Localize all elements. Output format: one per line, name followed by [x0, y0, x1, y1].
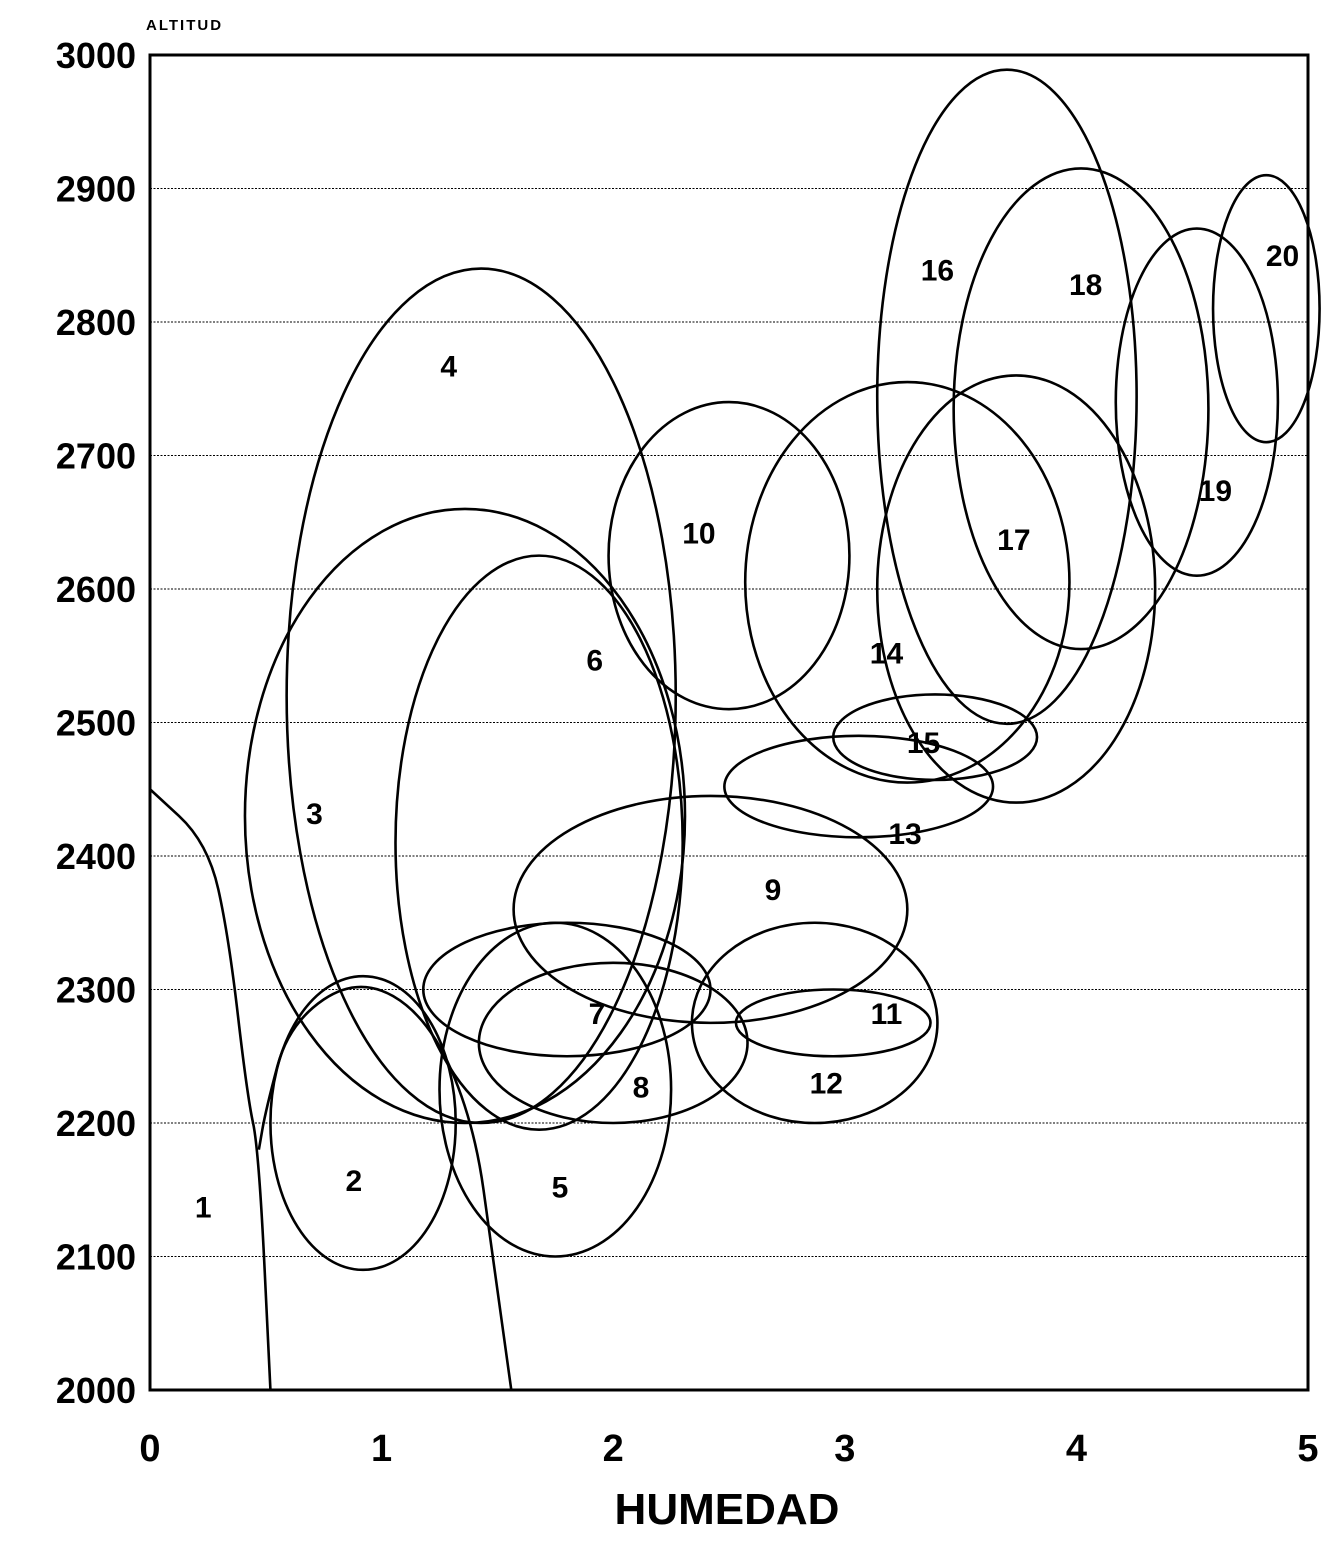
y-axis-label: ALTITUD [146, 17, 223, 34]
x-tick-4: 4 [1066, 1428, 1087, 1470]
boundary-curves [149, 788, 513, 1391]
y-tick-labels: 2000 2100 2200 2300 2400 2500 2600 2700 2800 2900… [56, 35, 136, 1411]
zone-ellipse-20 [1211, 173, 1321, 444]
zone-ellipse-3 [243, 507, 687, 1125]
y-tick-2900: 2900 [56, 169, 136, 210]
zone-label-12: 12 [810, 1068, 843, 1101]
zone-label-20: 20 [1266, 240, 1299, 273]
zone-ellipses [243, 68, 1321, 1272]
zone-ellipse-15 [831, 693, 1039, 782]
zone-ellipse-14 [743, 380, 1071, 784]
boundary-curve-2 [257, 985, 513, 1391]
zone-ellipse-9 [512, 794, 909, 1025]
y-tick-2200: 2200 [56, 1103, 136, 1144]
zone-label-7: 7 [589, 998, 606, 1031]
zone-ellipse-10 [607, 400, 851, 711]
x-tick-2: 2 [603, 1428, 624, 1470]
zone-label-13: 13 [888, 818, 921, 851]
zone-ellipse-12 [690, 921, 939, 1125]
zone-ellipse-18 [952, 167, 1210, 651]
plot-frame [148, 53, 1310, 1392]
x-tick-5: 5 [1297, 1428, 1318, 1470]
zone-ellipse-11 [734, 988, 932, 1058]
x-axis-label: HUMEDAD [615, 1485, 840, 1534]
zone-ellipse-16 [875, 68, 1138, 726]
zone-label-10: 10 [682, 518, 715, 551]
zone-label-8: 8 [633, 1072, 650, 1105]
zone-ellipse-13 [723, 734, 995, 839]
x-tick-0: 0 [139, 1428, 160, 1470]
zone-ellipse-19 [1114, 227, 1280, 577]
zone-label-3: 3 [306, 798, 323, 831]
zone-label-2: 2 [345, 1165, 362, 1198]
y-tick-3000: 3000 [56, 35, 136, 76]
y-tick-2300: 2300 [56, 970, 136, 1011]
y-tick-2100: 2100 [56, 1237, 136, 1278]
zone-label-6: 6 [586, 644, 603, 677]
zone-label-14: 14 [870, 638, 904, 671]
zone-label-17: 17 [997, 524, 1030, 557]
y-tick-2800: 2800 [56, 302, 136, 343]
zone-label-16: 16 [921, 255, 954, 288]
x-tick-labels: 0 1 2 3 4 5 [139, 1428, 1318, 1470]
x-tick-1: 1 [371, 1428, 392, 1470]
zone-ellipse-8 [477, 961, 749, 1125]
zone-label-11: 11 [871, 998, 903, 1031]
zone-label-18: 18 [1069, 269, 1102, 302]
zone-label-15: 15 [907, 727, 940, 760]
zone-ellipse-6 [394, 554, 684, 1131]
zone-ellipse-4 [285, 267, 678, 1125]
zone-label-1: 1 [195, 1192, 212, 1225]
zone-label-4: 4 [440, 351, 457, 384]
zone-ellipse-17 [875, 374, 1157, 804]
boundary-curve-1 [149, 788, 272, 1391]
zone-ellipse-7 [421, 921, 712, 1058]
zone-label-19: 19 [1199, 475, 1232, 508]
y-tick-2400: 2400 [56, 836, 136, 877]
zone-label-5: 5 [552, 1172, 569, 1205]
y-tick-2600: 2600 [56, 569, 136, 610]
y-tick-2700: 2700 [56, 436, 136, 477]
gridlines [150, 187, 1308, 1258]
y-tick-2500: 2500 [56, 703, 136, 744]
zone-label-9: 9 [765, 874, 782, 907]
y-tick-2000: 2000 [56, 1370, 136, 1411]
x-tick-3: 3 [834, 1428, 855, 1470]
